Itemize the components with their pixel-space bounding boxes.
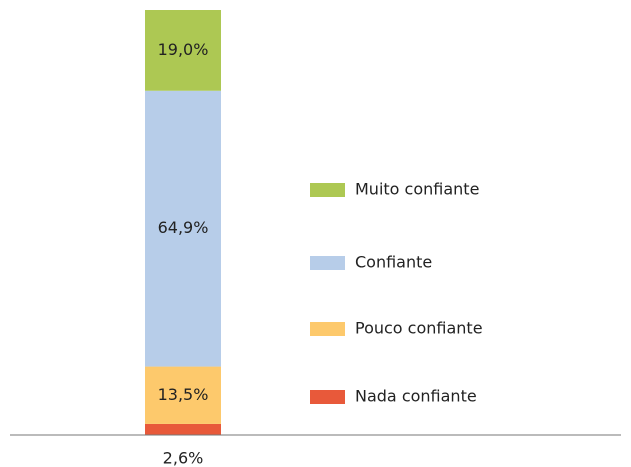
legend-swatch	[310, 390, 345, 404]
bar-segment	[145, 366, 221, 424]
legend-label: Pouco confiante	[355, 319, 483, 338]
bar-segment	[145, 423, 221, 435]
legend-label: Confiante	[355, 253, 432, 272]
value-label: 19,0%	[158, 40, 209, 59]
bar-segment	[145, 90, 221, 367]
legend-swatch	[310, 183, 345, 197]
value-label: 64,9%	[158, 218, 209, 237]
value-label: 2,6%	[163, 449, 204, 467]
legend-swatch	[310, 256, 345, 270]
value-label: 13,5%	[158, 385, 209, 404]
legend-label: Muito confiante	[355, 180, 479, 199]
bar-segment	[145, 10, 221, 91]
legend-swatch	[310, 322, 345, 336]
legend-label: Nada confiante	[355, 387, 477, 406]
